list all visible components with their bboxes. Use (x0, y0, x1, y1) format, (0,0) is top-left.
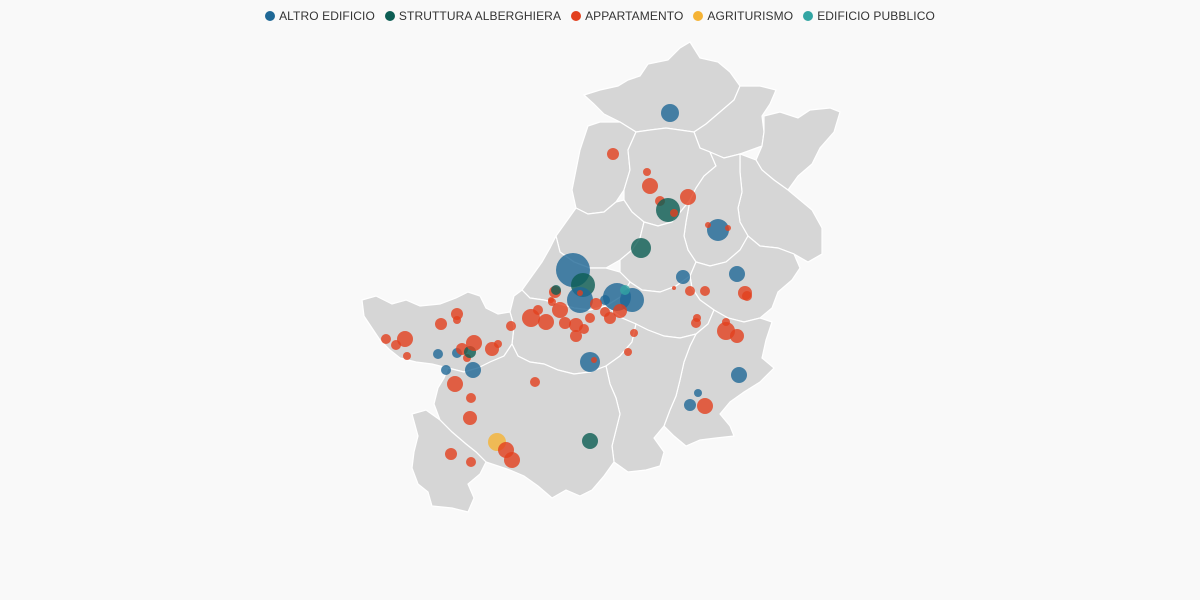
map-legend: ALTRO EDIFICIO STRUTTURA ALBERGHIERA APP… (0, 9, 1200, 23)
bubble-altro-edificio[interactable] (441, 365, 451, 375)
bubble-appartamento[interactable] (591, 357, 597, 363)
bubble-edificio-pubblico[interactable] (620, 285, 630, 295)
legend-item-altro-edificio[interactable]: ALTRO EDIFICIO (265, 9, 375, 23)
bubble-appartamento[interactable] (466, 335, 482, 351)
data-bubbles (381, 104, 752, 468)
bubble-appartamento[interactable] (445, 448, 457, 460)
bubble-appartamento[interactable] (463, 411, 477, 425)
bubble-appartamento[interactable] (548, 297, 554, 303)
bubble-appartamento[interactable] (670, 209, 678, 217)
legend-label: AGRITURISMO (707, 9, 794, 23)
bubble-appartamento[interactable] (570, 330, 582, 342)
bubble-appartamento[interactable] (403, 352, 411, 360)
bubble-altro-edificio[interactable] (729, 266, 745, 282)
bubble-appartamento[interactable] (730, 329, 744, 343)
bubble-appartamento[interactable] (435, 318, 447, 330)
bubble-appartamento[interactable] (397, 331, 413, 347)
bubble-appartamento[interactable] (680, 189, 696, 205)
bubble-altro-edificio[interactable] (694, 389, 702, 397)
bubble-altro-edificio[interactable] (661, 104, 679, 122)
bubble-altro-edificio[interactable] (433, 349, 443, 359)
bubble-appartamento[interactable] (494, 340, 502, 348)
legend-label: STRUTTURA ALBERGHIERA (398, 9, 562, 23)
bubble-appartamento[interactable] (447, 376, 463, 392)
bubble-struttura-alberghiera[interactable] (582, 433, 598, 449)
legend-swatch-agriturismo (693, 11, 704, 21)
bubble-appartamento[interactable] (466, 393, 476, 403)
region-far-east[interactable] (755, 107, 841, 191)
bubble-appartamento[interactable] (697, 398, 713, 414)
bubble-appartamento[interactable] (607, 148, 619, 160)
bubble-altro-edificio[interactable] (731, 367, 747, 383)
bubble-appartamento[interactable] (585, 313, 595, 323)
bubble-appartamento[interactable] (530, 377, 540, 387)
bubble-appartamento[interactable] (451, 308, 463, 320)
municipality-regions (361, 41, 841, 513)
legend-swatch-altro-edificio (265, 11, 276, 21)
bubble-appartamento[interactable] (577, 290, 583, 296)
region-southern-tip[interactable] (411, 409, 487, 513)
legend-label: ALTRO EDIFICIO (279, 9, 375, 23)
region-west-coast[interactable] (361, 291, 515, 373)
legend-item-agriturismo[interactable]: AGRITURISMO (693, 9, 793, 23)
bubble-altro-edificio[interactable] (676, 270, 690, 284)
bubble-appartamento[interactable] (504, 452, 520, 468)
bubble-appartamento[interactable] (381, 334, 391, 344)
bubble-altro-edificio[interactable] (567, 287, 593, 313)
legend-swatch-edificio-pubblico (803, 11, 814, 21)
legend-swatch-appartamento (571, 11, 582, 21)
legend-label: APPARTAMENTO (585, 9, 684, 23)
bubble-appartamento[interactable] (642, 178, 658, 194)
bubble-appartamento[interactable] (624, 348, 632, 356)
bubble-appartamento[interactable] (579, 324, 589, 334)
bubble-appartamento[interactable] (604, 312, 616, 324)
bubble-appartamento[interactable] (453, 316, 461, 324)
legend-label: EDIFICIO PUBBLICO (817, 9, 935, 23)
bubble-appartamento[interactable] (742, 291, 752, 301)
bubble-appartamento[interactable] (613, 304, 627, 318)
bubble-struttura-alberghiera[interactable] (631, 238, 651, 258)
bubble-appartamento[interactable] (630, 329, 638, 337)
bubble-altro-edificio[interactable] (707, 219, 729, 241)
bubble-appartamento[interactable] (700, 286, 710, 296)
bubble-appartamento[interactable] (691, 318, 701, 328)
bubble-struttura-alberghiera[interactable] (551, 285, 561, 295)
bubble-appartamento[interactable] (685, 286, 695, 296)
bubble-appartamento[interactable] (590, 298, 602, 310)
bubble-altro-edificio[interactable] (684, 399, 696, 411)
bubble-appartamento[interactable] (466, 457, 476, 467)
legend-item-struttura-alberghiera[interactable]: STRUTTURA ALBERGHIERA (384, 9, 562, 23)
bubble-appartamento[interactable] (705, 222, 711, 228)
bubble-appartamento[interactable] (552, 302, 568, 318)
bubble-appartamento[interactable] (559, 317, 571, 329)
bubble-appartamento[interactable] (725, 225, 731, 231)
bubble-appartamento[interactable] (506, 321, 516, 331)
bubble-altro-edificio[interactable] (600, 295, 610, 305)
bubble-appartamento[interactable] (533, 305, 543, 315)
bubble-altro-edificio[interactable] (580, 352, 600, 372)
bubble-appartamento[interactable] (643, 168, 651, 176)
legend-item-appartamento[interactable]: APPARTAMENTO (571, 9, 683, 23)
bubble-altro-edificio[interactable] (465, 362, 481, 378)
bubble-appartamento[interactable] (672, 286, 676, 290)
legend-swatch-struttura-alberghiera (384, 11, 395, 21)
bubble-appartamento[interactable] (538, 314, 554, 330)
legend-item-edificio-pubblico[interactable]: EDIFICIO PUBBLICO (803, 9, 935, 23)
